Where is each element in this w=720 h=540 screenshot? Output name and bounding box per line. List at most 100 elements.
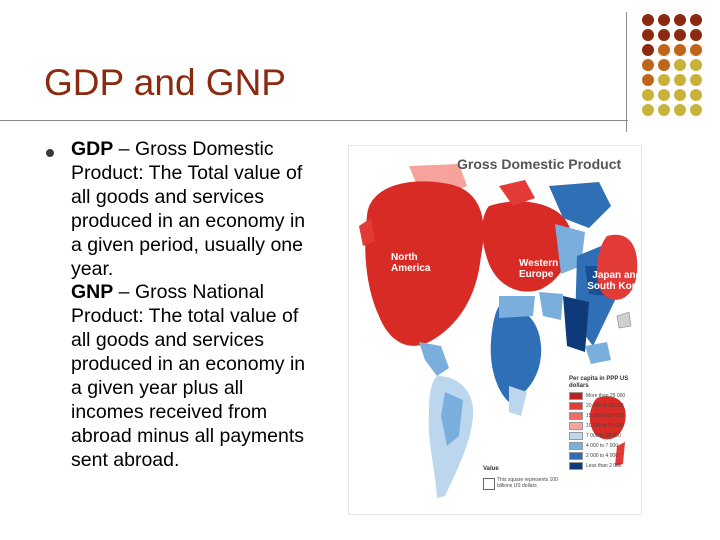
label-japan-korea: Japan and South Korea bbox=[587, 270, 642, 292]
legend-item: 10 000 to 15 000 bbox=[569, 422, 639, 431]
legend-item: 4 000 to 7 000 bbox=[569, 442, 639, 451]
decor-dot bbox=[642, 44, 654, 56]
body-line: produced in an economy in bbox=[71, 353, 306, 376]
australia-shape bbox=[589, 396, 626, 440]
africa-north-shape bbox=[499, 296, 535, 318]
decor-dot bbox=[642, 29, 654, 41]
body-line: a given period, usually one bbox=[71, 233, 303, 256]
decor-dot bbox=[658, 59, 670, 71]
legend-label: 10 000 to 15 000 bbox=[586, 423, 624, 429]
map-title: Gross Domestic Product bbox=[457, 156, 622, 172]
body-line: Product: The total value of bbox=[71, 305, 299, 328]
legend-title: Per capita in PPP US dollars bbox=[569, 376, 629, 389]
body-line: year. bbox=[71, 257, 114, 280]
decor-dot bbox=[674, 59, 686, 71]
decor-dot bbox=[690, 44, 702, 56]
decor-dot bbox=[658, 104, 670, 116]
body-line: all goods and services bbox=[71, 185, 264, 208]
new-zealand-shape bbox=[615, 442, 625, 466]
legend-swatch bbox=[569, 412, 583, 420]
north-america-shape bbox=[365, 181, 484, 346]
legend-swatch bbox=[569, 462, 583, 470]
body-line: incomes received from bbox=[71, 400, 268, 423]
legend-label: Less than 2 000 bbox=[586, 463, 622, 469]
value-title: Value bbox=[483, 466, 499, 472]
se-asia-shape bbox=[585, 342, 611, 364]
decor-dot bbox=[658, 89, 670, 101]
middle-east-shape bbox=[539, 292, 563, 320]
legend-label: 2 000 to 4 000 bbox=[586, 453, 618, 459]
body-line: all goods and services bbox=[71, 329, 264, 352]
bullet-text: GDP – Gross Domestic Product: The Total v… bbox=[71, 138, 343, 473]
decor-dot bbox=[642, 74, 654, 86]
term-label: GDP bbox=[71, 138, 114, 160]
decor-dot bbox=[690, 14, 702, 26]
decor-dot bbox=[690, 59, 702, 71]
body-line: produced in an economy in bbox=[71, 209, 306, 232]
russia-shape bbox=[549, 182, 611, 228]
legend-item: 2 000 to 4 000 bbox=[569, 452, 639, 461]
decor-dot bbox=[674, 104, 686, 116]
body-line: GNP – Gross National bbox=[71, 281, 264, 304]
vertical-divider bbox=[626, 12, 627, 132]
cartogram-shapes bbox=[359, 164, 638, 498]
value-square-icon bbox=[483, 478, 495, 490]
legend-item: 15 000 to 20 000 bbox=[569, 412, 639, 421]
japan-korea-shape bbox=[596, 234, 638, 300]
india-shape bbox=[563, 296, 589, 352]
title-divider bbox=[0, 120, 628, 121]
decor-dot bbox=[690, 104, 702, 116]
decor-dot bbox=[642, 59, 654, 71]
decor-dot bbox=[658, 14, 670, 26]
alaska-shape bbox=[359, 218, 375, 246]
decor-dot bbox=[658, 74, 670, 86]
body-line: Product: The Total value of bbox=[71, 161, 303, 184]
western-europe-shape bbox=[482, 201, 572, 292]
legend-swatch bbox=[569, 402, 583, 410]
legend-label: 4 000 to 7 000 bbox=[586, 443, 618, 449]
legend-label: 7 000 to 10 000 bbox=[586, 433, 621, 439]
decor-dot bbox=[674, 44, 686, 56]
gdp-cartogram-map: Gross Domestic Product North America West… bbox=[348, 145, 642, 515]
body-line: sent abroad. bbox=[71, 448, 180, 471]
decor-dot bbox=[690, 89, 702, 101]
body-line: abroad minus all payments bbox=[71, 424, 305, 447]
legend-item: 20 000 to 25 000 bbox=[569, 402, 639, 411]
decor-dot bbox=[658, 44, 670, 56]
decor-dot bbox=[658, 29, 670, 41]
decor-dot bbox=[642, 14, 654, 26]
decorative-dot-grid bbox=[642, 14, 702, 116]
legend-label: More than 25 000 bbox=[586, 393, 626, 399]
legend-item: More than 25 000 bbox=[569, 392, 639, 401]
label-north-america: North America bbox=[391, 252, 431, 274]
decor-dot bbox=[674, 29, 686, 41]
legend-label: 20 000 to 25 000 bbox=[586, 403, 624, 409]
body-line: GDP – Gross Domestic bbox=[71, 138, 274, 160]
label-western-europe: Western Europe bbox=[519, 258, 559, 280]
legend-item: Less than 2 000 bbox=[569, 462, 639, 471]
scandinavia-shape bbox=[499, 180, 535, 206]
legend-swatch bbox=[569, 432, 583, 440]
legend-item: 7 000 to 10 000 bbox=[569, 432, 639, 441]
africa-shape bbox=[490, 305, 542, 402]
legend-label: 15 000 to 20 000 bbox=[586, 413, 624, 419]
legend-swatch bbox=[569, 452, 583, 460]
decor-dot bbox=[642, 89, 654, 101]
term-label: GNP bbox=[71, 281, 114, 304]
decor-dot bbox=[674, 74, 686, 86]
body-line: a given year plus all bbox=[71, 377, 244, 400]
small-island-shape bbox=[616, 311, 632, 329]
value-text: This square represents 100 billions US d… bbox=[497, 477, 558, 489]
slide-title: GDP and GNP bbox=[44, 62, 286, 103]
south-america-core bbox=[441, 392, 463, 446]
decor-dot bbox=[642, 104, 654, 116]
legend-swatch bbox=[569, 422, 583, 430]
decor-dot bbox=[690, 29, 702, 41]
bullet-dot-icon bbox=[46, 149, 54, 157]
decor-dot bbox=[690, 74, 702, 86]
southern-africa-shape bbox=[509, 386, 527, 416]
decor-dot bbox=[674, 89, 686, 101]
legend-swatch bbox=[569, 442, 583, 450]
legend-swatch bbox=[569, 392, 583, 400]
